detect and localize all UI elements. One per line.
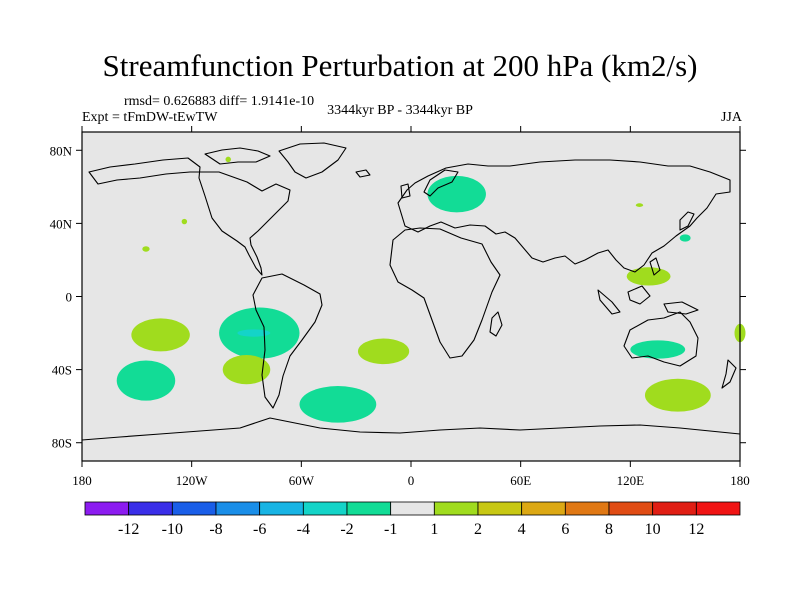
colorbar-swatch — [477, 501, 523, 516]
axes: 180 120W 60W 0 60E 120E 180 80N 40N 0 40S 80S — [50, 126, 750, 488]
coastline-africa — [389, 227, 501, 359]
coastline-arctic-islands — [204, 147, 271, 165]
coastline-madagascar — [489, 311, 503, 337]
x-tick-label: 60E — [510, 473, 531, 488]
coastline-sumatra — [597, 289, 621, 315]
anomaly-region-8 — [427, 175, 486, 213]
coastline-philippines — [649, 257, 661, 276]
chart-title: Streamfunction Perturbation at 200 hPa (… — [102, 48, 698, 83]
colorbar-label: 8 — [605, 521, 613, 538]
colorbar-label: -6 — [253, 521, 266, 538]
x-tick-label: 60W — [289, 473, 315, 488]
colorbar-label: 6 — [561, 521, 569, 538]
y-tick-label: 0 — [66, 290, 73, 305]
colorbar: -12 -10 -8 -6 -4 -2 -1 1 2 4 6 8 10 12 — [84, 501, 741, 538]
coastline-eurasia — [397, 159, 731, 273]
anomaly-region-11 — [626, 267, 671, 286]
stats-line: rmsd= 0.626883 diff= 1.9141e-10 — [124, 94, 315, 109]
colorbar-swatch — [259, 501, 304, 516]
coastline-japan — [679, 211, 695, 231]
anomaly-region-2 — [116, 360, 176, 401]
coastline-scandinavia — [423, 169, 459, 197]
x-tick-label: 120E — [617, 473, 645, 488]
colorbar-label: -2 — [340, 521, 353, 538]
y-tick-label: 40N — [50, 216, 73, 231]
anomaly-region-7 — [357, 338, 410, 365]
colorbar-swatch — [608, 501, 654, 516]
x-tick-label: 180 — [730, 473, 750, 488]
colorbar-swatch — [171, 501, 217, 516]
colorbar-swatch — [84, 501, 130, 516]
colorbar-swatch — [302, 501, 348, 516]
coastline-north-america — [88, 157, 291, 276]
colorbar-swatch — [390, 501, 435, 516]
x-tick-label: 180 — [72, 473, 92, 488]
period-label: 3344kyr BP - 3344kyr BP — [327, 103, 473, 118]
anomaly-region-9 — [630, 340, 686, 359]
colorbar-label: 10 — [645, 521, 661, 538]
anomaly-region-4 — [237, 329, 271, 337]
anomaly-region-15 — [142, 246, 150, 252]
anomaly-region-17 — [225, 156, 231, 163]
colorbar-label: -10 — [162, 521, 183, 538]
colorbar-swatch — [652, 501, 697, 516]
coastline-australia — [623, 311, 699, 367]
anomaly-region-6 — [299, 386, 377, 423]
y-tick-label: 40S — [52, 363, 72, 378]
x-tick-label: 0 — [408, 473, 415, 488]
anomaly-region-10 — [644, 378, 711, 412]
coastline-borneo — [627, 285, 651, 305]
y-tick-label: 80N — [50, 143, 73, 158]
colorbar-swatch — [215, 501, 261, 516]
season-label: JJA — [720, 110, 742, 125]
colorbar-swatch — [564, 501, 610, 516]
colorbar-label: 2 — [474, 521, 482, 538]
colorbar-swatch — [346, 501, 392, 516]
coastline-antarctica — [81, 417, 741, 441]
coastline-british-isles — [400, 183, 411, 199]
anomaly-region-16 — [181, 218, 188, 225]
colorbar-label: 4 — [518, 521, 526, 538]
colorbar-label: 1 — [430, 521, 438, 538]
y-tick-label: 80S — [52, 436, 72, 451]
x-tick-label: 120W — [176, 473, 209, 488]
anomaly-region-5 — [222, 354, 271, 385]
colorbar-label: -1 — [384, 521, 397, 538]
colorbar-swatch — [128, 501, 173, 516]
colorbar-swatch — [695, 501, 741, 516]
colorbar-label: -4 — [297, 521, 310, 538]
map-background — [82, 132, 740, 461]
colorbar-label: 12 — [688, 521, 704, 538]
anomaly-layer — [116, 156, 746, 423]
anomaly-region-13 — [635, 203, 644, 207]
coastline-greenland — [278, 142, 347, 179]
experiment-label: Expt = tFmDW-tEwTW — [82, 110, 218, 125]
colorbar-label: -8 — [209, 521, 222, 538]
colorbar-label: -12 — [118, 521, 139, 538]
coastline-new-guinea — [663, 301, 699, 315]
coastline-south-america — [252, 273, 323, 409]
colorbar-swatch — [521, 501, 566, 516]
anomaly-region-1 — [131, 318, 190, 352]
coastline-new-zealand — [721, 359, 737, 389]
colorbar-swatch — [433, 501, 479, 516]
anomaly-region-12 — [679, 234, 691, 242]
coastlines — [81, 142, 741, 441]
coastline-iceland — [355, 169, 371, 178]
